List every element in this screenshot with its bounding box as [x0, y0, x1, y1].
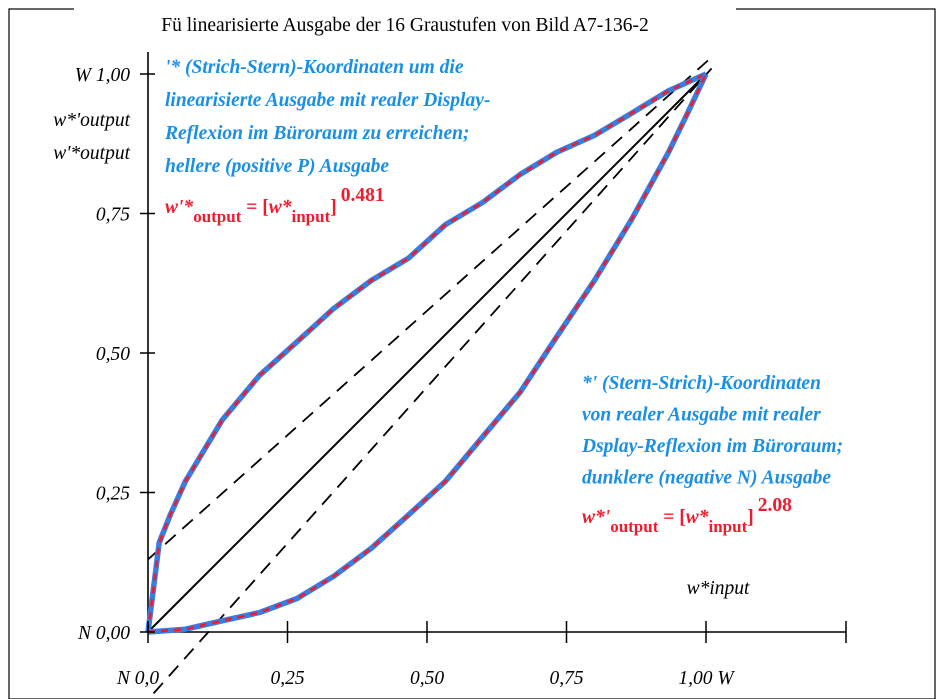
- y-axis-label: w*'output: [53, 110, 130, 131]
- upper-annotation-line: hellere (positive P) Ausgabe: [165, 156, 389, 177]
- y-tick-label: 0,50: [96, 344, 130, 365]
- title-backdrop: [74, 6, 736, 40]
- lower-annotation-line: *' (Stern-Strich)-Koordinaten: [582, 373, 821, 394]
- y-axis-label: w'*output: [53, 143, 130, 164]
- x-tick-label: 0,75: [549, 668, 583, 689]
- series-curve-red-1: [147, 73, 708, 634]
- y-tick-label: 0,25: [96, 484, 130, 505]
- x-tick-label: 0,50: [410, 668, 444, 689]
- upper-annotation-line: Reflexion im Büroraum zu erreichen;: [164, 123, 469, 144]
- x-tick-label: N 0,0: [116, 668, 160, 689]
- upper-annotation-line: linearisierte Ausgabe mit realer Display…: [165, 90, 490, 111]
- annotations: '* (Strich-Stern)-Koordinaten um die line…: [164, 57, 843, 536]
- ticks: N 0,0 0,25 0,50 0,75 1,00 W N 0,00 0,25 0,50 0,7…: [53, 65, 847, 689]
- y-tick-label: N 0,00: [77, 623, 130, 644]
- series-group: [145, 71, 709, 635]
- y-tick-label: W 1,00: [75, 65, 130, 86]
- x-tick-label: 0,25: [270, 668, 304, 689]
- x-axis-label: w*input: [687, 578, 750, 599]
- series-curve-red-0: [146, 72, 707, 633]
- lower-annotation-line: dunklere (negative N) Ausgabe: [582, 468, 831, 489]
- chart-title: Fü linearisierte Ausgabe der 16 Graustuf…: [161, 15, 648, 36]
- y-tick-label: 0,75: [96, 205, 130, 226]
- axes: [147, 52, 846, 633]
- upper-annotation-line: '* (Strich-Stern)-Koordinaten um die: [165, 57, 464, 78]
- x-tick-label: 1,00 W: [678, 668, 735, 689]
- identity-line: [147, 73, 707, 633]
- upper-annotation-formula: w'*output = [w*input]0.481: [165, 185, 385, 226]
- reference-lines: [147, 56, 713, 694]
- lower-annotation-line: Dsplay-Reflexion im Büroraum;: [581, 436, 843, 457]
- dashed-reference-line-2: [152, 67, 713, 694]
- lower-annotation-formula: w*'output = [w*input]2.08: [582, 495, 792, 536]
- dashed-reference-line-1: [147, 56, 713, 561]
- chart-frame: [8, 8, 936, 699]
- lower-annotation-line: von realer Ausgabe mit realer: [582, 405, 821, 426]
